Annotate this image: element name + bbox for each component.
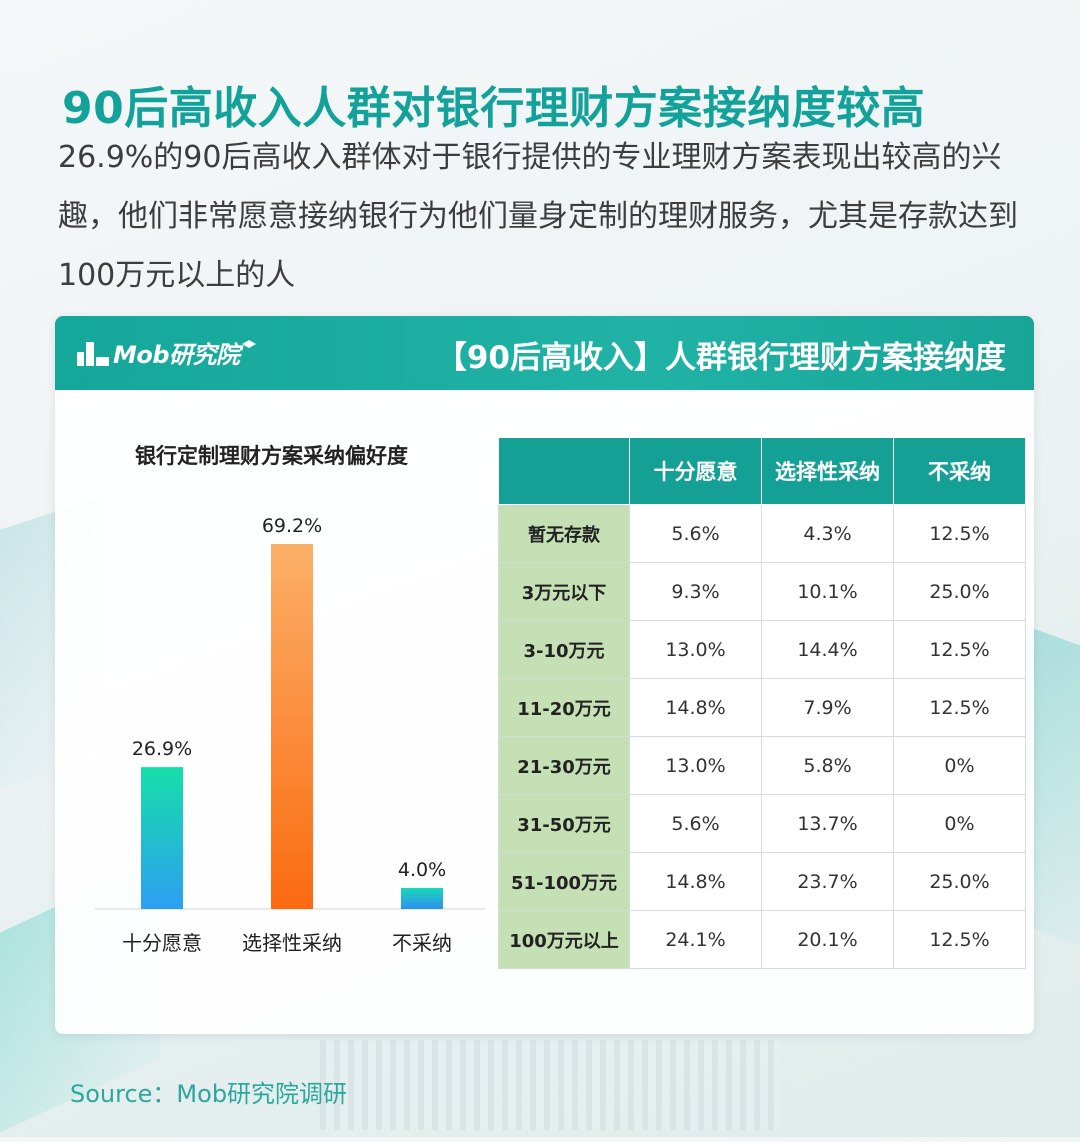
table-cell: 9.3% xyxy=(629,562,762,621)
bar-1 xyxy=(141,767,183,909)
deposit-breakdown-table: 十分愿意 选择性采纳 不采纳 暂无存款 5.6% 4.3% 12.5% 3万元以… xyxy=(498,437,1026,969)
table-cell: 7.9% xyxy=(761,678,894,737)
chart-card: Mob研究院 【90后高收入】人群银行理财方案接纳度 银行定制理财方案采纳偏好度… xyxy=(55,316,1034,1034)
table-cell: 12.5% xyxy=(893,504,1026,563)
card-title: 【90后高收入】人群银行理财方案接纳度 xyxy=(435,340,1006,376)
table-row: 51-100万元 14.8% 23.7% 25.0% xyxy=(498,852,1026,911)
table-cell: 25.0% xyxy=(893,852,1026,911)
row-label: 11-20万元 xyxy=(498,678,630,737)
table-cell: 12.5% xyxy=(893,678,1026,737)
table-cell: 14.8% xyxy=(629,678,762,737)
row-label: 3万元以下 xyxy=(498,562,630,621)
graduation-cap-icon xyxy=(241,340,256,348)
table-cell: 4.3% xyxy=(761,504,894,563)
table-cell: 20.1% xyxy=(761,910,894,969)
page-title: 90后高收入人群对银行理财方案接纳度较高 xyxy=(62,83,926,134)
table-row: 31-50万元 5.6% 13.7% 0% xyxy=(498,794,1026,853)
table-cell: 5.6% xyxy=(629,504,762,563)
table-cell: 5.8% xyxy=(761,736,894,795)
bar-chart: 26.9% 十分愿意 69.2% 选择性采纳 4.0% 不采纳 xyxy=(95,515,485,955)
table-cell: 12.5% xyxy=(893,620,1026,679)
source-note: Source：Mob研究院调研 xyxy=(70,1080,348,1108)
table-cell: 0% xyxy=(893,736,1026,795)
table-row: 3-10万元 13.0% 14.4% 12.5% xyxy=(498,620,1026,679)
card-header: Mob研究院 【90后高收入】人群银行理财方案接纳度 xyxy=(55,316,1034,390)
table-cell: 10.1% xyxy=(761,562,894,621)
table-row: 暂无存款 5.6% 4.3% 12.5% xyxy=(498,504,1026,563)
background-decoration xyxy=(320,1040,780,1130)
table-header-not-adopt: 不采纳 xyxy=(893,437,1026,505)
bar-value-label: 69.2% xyxy=(262,515,322,537)
table-row: 100万元以上 24.1% 20.1% 12.5% xyxy=(498,910,1026,969)
row-label: 100万元以上 xyxy=(498,910,630,969)
table-row: 21-30万元 13.0% 5.8% 0% xyxy=(498,736,1026,795)
table-cell: 14.8% xyxy=(629,852,762,911)
table-cell: 0% xyxy=(893,794,1026,853)
table-cell: 13.0% xyxy=(629,620,762,679)
table-cell: 12.5% xyxy=(893,910,1026,969)
category-label: 十分愿意 xyxy=(122,931,202,955)
table-header-corner xyxy=(498,437,630,505)
table-header-very-willing: 十分愿意 xyxy=(629,437,762,505)
bar-value-label: 26.9% xyxy=(132,738,192,760)
table-cell: 13.7% xyxy=(761,794,894,853)
table-cell: 13.0% xyxy=(629,736,762,795)
logo-text: Mob研究院 xyxy=(113,340,240,369)
row-label: 31-50万元 xyxy=(498,794,630,853)
bar-3 xyxy=(401,887,443,909)
page-description: 26.9%的90后高收入群体对于银行提供的专业理财方案表现出较高的兴趣，他们非常… xyxy=(58,140,1018,293)
table-cell: 14.4% xyxy=(761,620,894,679)
row-label: 暂无存款 xyxy=(498,504,630,563)
bar-value-label: 4.0% xyxy=(398,859,446,881)
table-header-selective: 选择性采纳 xyxy=(761,437,894,505)
table-cell: 5.6% xyxy=(629,794,762,853)
category-label: 不采纳 xyxy=(392,931,452,955)
category-label: 选择性采纳 xyxy=(242,931,342,955)
row-label: 21-30万元 xyxy=(498,736,630,795)
table-cell: 23.7% xyxy=(761,852,894,911)
mob-logo: Mob研究院 xyxy=(77,330,256,374)
row-label: 51-100万元 xyxy=(498,852,630,911)
table-cell: 24.1% xyxy=(629,910,762,969)
row-label: 3-10万元 xyxy=(498,620,630,679)
table-cell: 25.0% xyxy=(893,562,1026,621)
building-icon xyxy=(77,338,109,366)
bar-2 xyxy=(271,544,313,909)
table-row: 11-20万元 14.8% 7.9% 12.5% xyxy=(498,678,1026,737)
table-header-row: 十分愿意 选择性采纳 不采纳 xyxy=(498,437,1026,505)
chart-title: 银行定制理财方案采纳偏好度 xyxy=(135,444,408,468)
table-row: 3万元以下 9.3% 10.1% 25.0% xyxy=(498,562,1026,621)
